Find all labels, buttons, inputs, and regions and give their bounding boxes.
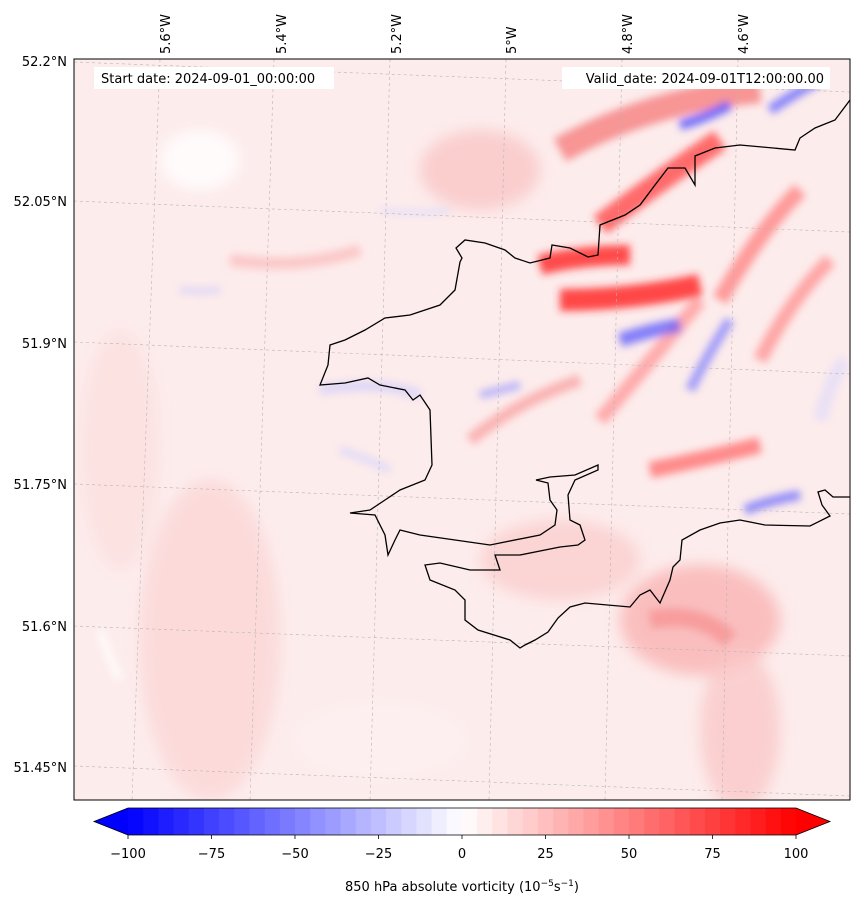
lat-label: 51.6°N <box>22 620 67 635</box>
colorbar-swatch <box>340 808 357 835</box>
colorbar-tick-label: −75 <box>198 847 225 862</box>
colorbar-swatch <box>234 808 251 835</box>
colorbar-tick-label: −100 <box>110 847 146 862</box>
colorbar-swatch <box>537 808 554 835</box>
colorbar-title-main: 850 hPa absolute vorticity (10 <box>345 880 541 895</box>
colorbar-title: 850 hPa absolute vorticity (10−5s−1) <box>345 879 579 895</box>
colorbar-max-extend <box>796 808 830 835</box>
map-panel: Start date: 2024-09-01_00:00:00 Valid_da… <box>73 58 851 801</box>
vorticity-field <box>80 75 850 800</box>
colorbar-swatch <box>386 808 402 835</box>
lat-label: 51.45°N <box>14 761 67 776</box>
colorbar-min-extend <box>94 808 128 835</box>
colorbar-tick-label: −50 <box>281 847 308 862</box>
colorbar: −100 −75 −50 −25 0 25 50 75 100 850 hPa … <box>92 807 832 895</box>
colorbar-tick-label: −25 <box>365 847 392 862</box>
start-date-box <box>94 67 334 89</box>
lon-label: 5.6°W <box>159 14 174 54</box>
colorbar-swatch <box>143 808 159 835</box>
colorbar-swatch <box>295 808 311 835</box>
colorbar-swatch <box>720 808 736 835</box>
colorbar-swatch <box>477 808 493 835</box>
lat-label: 51.9°N <box>22 337 67 352</box>
colorbar-tick-label: 75 <box>704 847 721 862</box>
colorbar-swatch <box>370 808 387 835</box>
colorbar-swatch <box>750 808 767 835</box>
longitude-labels: 5.6°W 5.4°W 5.2°W 5°W 4.8°W 4.6°W <box>159 14 752 54</box>
colorbar-swatch <box>173 808 190 835</box>
lat-label: 51.75°N <box>14 478 67 493</box>
colorbar-swatch <box>310 808 326 835</box>
colorbar-tick-label: 25 <box>537 847 554 862</box>
colorbar-title-exp2: −1 <box>561 879 574 889</box>
colorbar-ticks <box>127 835 797 839</box>
colorbar-tick-label: 0 <box>458 847 466 862</box>
lon-label: 4.8°W <box>621 14 636 54</box>
colorbar-swatch <box>780 808 797 835</box>
latitude-labels: 52.2°N 52.05°N 51.9°N 51.75°N 51.6°N 51.… <box>14 55 67 776</box>
colorbar-swatch <box>188 808 205 835</box>
colorbar-tick-label: 50 <box>621 847 638 862</box>
lon-label: 4.6°W <box>737 14 752 54</box>
colorbar-swatch <box>401 808 418 835</box>
colorbar-swatch <box>264 808 281 835</box>
colorbar-swatch <box>462 808 478 835</box>
colorbar-swatch <box>583 808 600 835</box>
colorbar-swatch <box>704 808 721 835</box>
vorticity-blobs-broad <box>80 130 780 800</box>
start-date-text: Start date: 2024-09-01_00:00:00 <box>101 72 315 87</box>
colorbar-tick-label: 100 <box>784 847 809 862</box>
lat-label: 52.2°N <box>22 55 67 70</box>
colorbar-swatch <box>128 808 144 835</box>
colorbar-swatch <box>629 808 645 835</box>
colorbar-swatch <box>674 808 691 835</box>
colorbar-swatch <box>507 808 524 835</box>
valid-date-text: Valid_date: 2024-09-01T12:00:00.00 <box>586 72 824 87</box>
colorbar-swatch <box>598 808 615 835</box>
colorbar-swatch <box>613 808 630 835</box>
colorbar-swatch <box>416 808 433 835</box>
colorbar-swatch <box>689 808 706 835</box>
vorticity-bands <box>95 75 850 683</box>
colorbar-swatch <box>492 808 509 835</box>
colorbar-swatch <box>568 808 585 835</box>
colorbar-title-exp1: −5 <box>541 879 554 889</box>
colorbar-swatch <box>158 808 175 835</box>
colorbar-swatch <box>249 808 266 835</box>
colorbar-swatch <box>431 808 448 835</box>
colorbar-swatch <box>355 808 372 835</box>
colorbar-title-mid: s <box>554 880 561 895</box>
colorbar-swatch <box>765 808 782 835</box>
colorbar-swatch <box>446 808 463 835</box>
colorbar-swatch <box>219 808 235 835</box>
coastline <box>319 99 850 649</box>
colorbar-swatch <box>659 808 676 835</box>
colorbar-title-end: ) <box>574 880 579 895</box>
colorbar-swatch <box>553 808 569 835</box>
colorbar-swatch <box>279 808 296 835</box>
map-frame <box>73 58 851 801</box>
lon-label: 5°W <box>505 26 520 54</box>
colorbar-swatches <box>128 808 797 835</box>
valid-date-box <box>562 67 830 89</box>
colorbar-swatch <box>325 808 342 835</box>
colorbar-swatch <box>522 808 539 835</box>
lon-label: 5.2°W <box>390 14 405 54</box>
colorbar-swatch <box>735 808 752 835</box>
colorbar-swatch <box>644 808 660 835</box>
colorbar-swatch <box>203 808 220 835</box>
lat-label: 52.05°N <box>14 195 67 210</box>
lon-label: 5.4°W <box>275 14 290 54</box>
